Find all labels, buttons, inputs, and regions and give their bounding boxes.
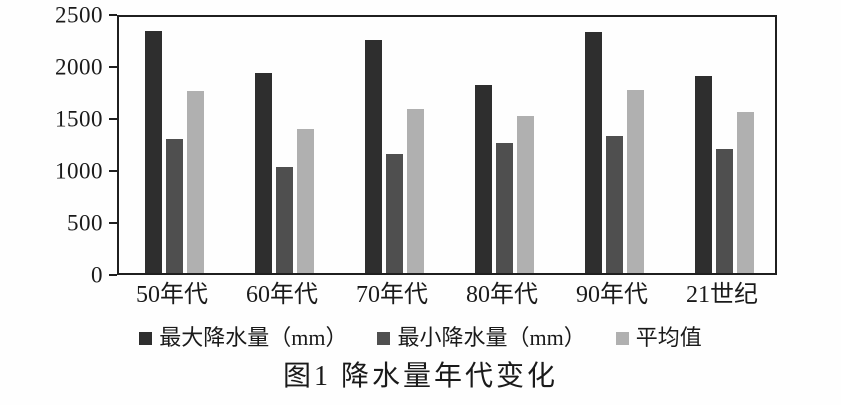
bar-average (186, 90, 204, 273)
y-axis-tick-mark (109, 14, 117, 16)
bar-min_precipitation (275, 166, 293, 273)
x-axis-label: 60年代 (246, 282, 318, 308)
legend-item-max_precipitation: 最大降水量（mm） (139, 327, 347, 349)
x-axis-label: 21世纪 (686, 282, 758, 308)
bar-group-21世纪 (669, 17, 779, 273)
bar-min_precipitation (165, 138, 183, 273)
y-axis: 0 500 1000 1500 2000 2500 (0, 4, 103, 287)
y-axis-tick-label: 1500 (55, 106, 103, 132)
x-axis-label: 80年代 (466, 282, 538, 308)
y-axis-tick-label: 2000 (55, 54, 103, 80)
bar-max_precipitation (254, 73, 272, 273)
legend-label: 最小降水量（mm） (397, 325, 586, 350)
legend-swatch-icon (139, 331, 153, 345)
x-axis-label: 70年代 (356, 282, 428, 308)
y-axis-tick-mark (109, 222, 117, 224)
legend-swatch-icon (615, 331, 629, 345)
bar-average (406, 109, 424, 273)
y-axis-tick-label: 1000 (55, 158, 103, 184)
bar-average (736, 112, 754, 273)
bar-average (626, 89, 644, 273)
y-axis-tick-label: 0 (91, 262, 103, 288)
y-axis-tick-mark (109, 66, 117, 68)
y-axis-tick-mark (109, 118, 117, 120)
x-axis-label: 50年代 (136, 282, 208, 308)
bar-group-60年代 (229, 17, 339, 273)
legend-label: 最大降水量（mm） (159, 325, 348, 350)
bar-max_precipitation (584, 32, 602, 273)
bar-max_precipitation (694, 76, 712, 273)
legend: 最大降水量（mm） 最小降水量（mm） 平均值 (0, 327, 841, 349)
bar-min_precipitation (495, 142, 513, 273)
bar-average (296, 128, 314, 273)
x-axis-label: 90年代 (576, 282, 648, 308)
y-axis-tick-label: 2500 (55, 2, 103, 28)
legend-label: 平均值 (635, 325, 702, 350)
bar-max_precipitation (364, 39, 382, 273)
legend-item-average: 平均值 (615, 325, 702, 350)
bar-max_precipitation (474, 84, 492, 273)
bar-group-90年代 (559, 17, 669, 273)
legend-swatch-icon (377, 331, 391, 345)
bar-group-80年代 (449, 17, 559, 273)
plot-area (117, 15, 777, 275)
bar-group-70年代 (339, 17, 449, 273)
chart-title: 图1 降水量年代变化 (282, 361, 558, 392)
x-axis: 50年代 60年代 70年代 80年代 90年代 21世纪 (117, 282, 777, 312)
y-axis-tick-mark (109, 274, 117, 276)
bar-average (516, 116, 534, 273)
bar-max_precipitation (144, 31, 162, 273)
y-axis-tick-mark (109, 170, 117, 172)
bar-min_precipitation (385, 154, 403, 273)
y-axis-tick-label: 500 (67, 210, 103, 236)
bar-min_precipitation (715, 149, 733, 273)
legend-item-min_precipitation: 最小降水量（mm） (377, 325, 586, 350)
bar-min_precipitation (605, 135, 623, 273)
bar-group-50年代 (119, 17, 229, 273)
